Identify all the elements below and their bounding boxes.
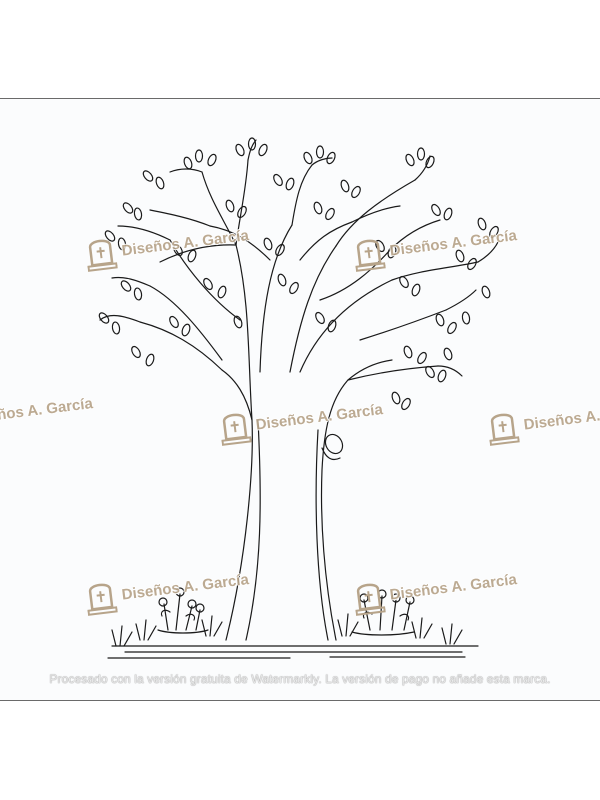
watermark-brand: Diseños A. García — [486, 390, 600, 448]
watermark-notice: Procesado con la versión gratuita de Wat… — [49, 672, 551, 686]
image-panel — [0, 98, 600, 701]
watermark-brand: Diseños A. García — [84, 560, 251, 618]
tombstone-icon — [221, 413, 252, 446]
tree-leaves — [98, 137, 499, 411]
tombstone-icon — [87, 239, 118, 272]
watermark-text: Diseños A. García — [388, 570, 518, 604]
tree-trunk — [221, 369, 253, 641]
grass-tufts — [111, 613, 463, 647]
watermark-brand: Diseños A. García — [84, 216, 251, 274]
watermark-text: Diseños A. García — [120, 226, 250, 260]
tombstone-icon — [489, 413, 520, 446]
watermark-text: Diseños A. García — [522, 401, 600, 434]
flower-cluster-left — [157, 587, 209, 634]
watermark-brand: Diseños A. García — [352, 216, 519, 274]
tombstone-icon — [355, 239, 386, 272]
watermark-brand: Diseños A. García — [218, 390, 385, 448]
tombstone-icon — [87, 583, 118, 616]
tombstone-icon — [355, 583, 386, 616]
watermark-brand: Diseños A. García — [352, 560, 519, 618]
ground-lines — [107, 645, 479, 659]
watermark-text: Diseños A. García — [0, 394, 94, 428]
watermark-text: Diseños A. García — [254, 400, 384, 434]
watermark-text: Diseños A. García — [388, 226, 518, 260]
watermark-text: Diseños A. García — [120, 570, 250, 604]
tree-coloring-illustration — [98, 137, 499, 659]
